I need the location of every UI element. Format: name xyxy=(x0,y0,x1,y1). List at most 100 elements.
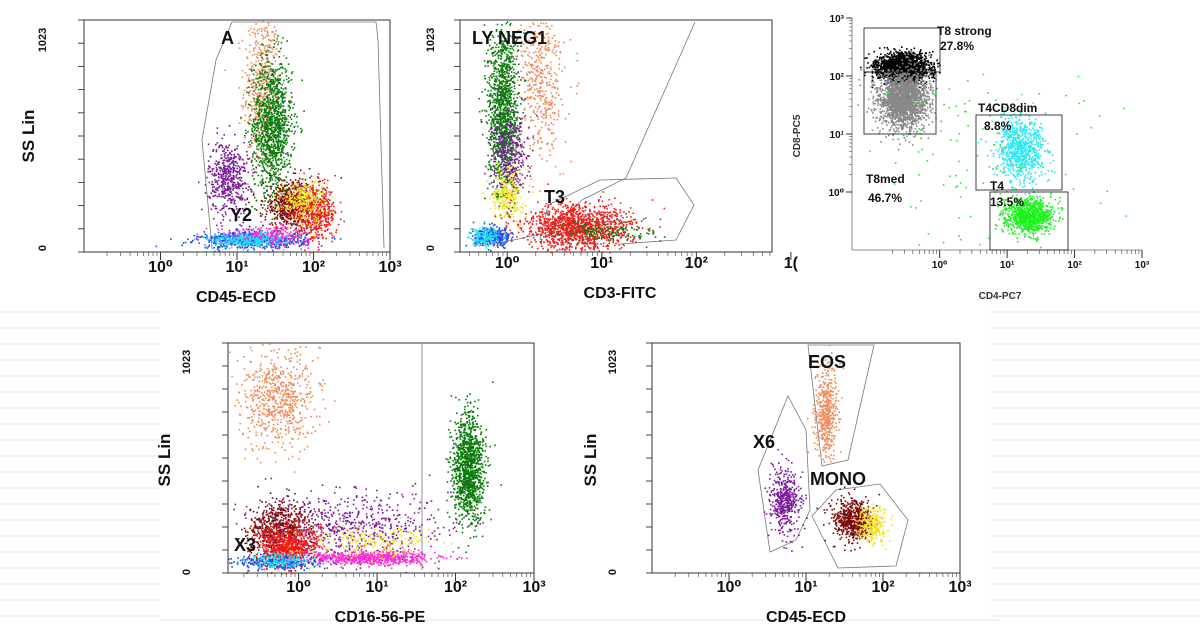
data-point xyxy=(252,240,255,243)
data-point xyxy=(270,74,273,77)
data-point xyxy=(245,246,248,249)
data-point xyxy=(248,231,251,234)
data-point xyxy=(270,113,273,115)
data-point xyxy=(302,232,305,235)
data-point xyxy=(274,179,277,182)
data-point xyxy=(294,179,297,181)
data-point xyxy=(235,170,237,172)
data-point xyxy=(512,45,515,48)
data-point xyxy=(254,158,256,160)
data-point xyxy=(268,140,270,142)
data-point xyxy=(261,102,263,105)
data-point xyxy=(319,180,321,182)
data-point xyxy=(289,205,292,208)
data-point xyxy=(215,234,217,237)
data-point xyxy=(276,245,278,247)
data-point xyxy=(285,131,287,134)
data-point xyxy=(215,164,218,166)
data-point xyxy=(264,69,266,71)
data-point xyxy=(218,176,220,179)
data-point xyxy=(302,206,304,208)
data-point xyxy=(281,72,283,75)
data-point xyxy=(307,238,310,240)
data-point xyxy=(268,241,270,243)
data-point xyxy=(285,78,288,81)
data-point xyxy=(240,238,242,240)
data-point xyxy=(271,150,273,152)
data-point xyxy=(208,170,211,173)
data-point xyxy=(236,248,239,251)
data-point xyxy=(263,28,265,31)
data-point xyxy=(292,233,295,235)
data-point xyxy=(261,179,264,182)
data-point xyxy=(243,135,246,137)
data-point xyxy=(215,166,218,169)
data-point xyxy=(267,50,270,52)
data-point xyxy=(283,130,285,133)
data-point xyxy=(255,113,257,115)
data-point xyxy=(268,251,270,253)
data-point xyxy=(253,28,256,31)
data-point xyxy=(235,187,238,190)
data-point xyxy=(240,117,242,120)
data-point xyxy=(273,26,276,28)
data-point xyxy=(276,98,278,100)
data-point xyxy=(229,177,232,180)
data-point xyxy=(218,195,220,198)
data-point xyxy=(295,219,297,221)
data-point xyxy=(273,108,275,111)
data-point xyxy=(256,57,259,59)
data-point xyxy=(229,188,232,190)
data-point xyxy=(243,142,245,144)
data-point xyxy=(222,178,225,180)
data-point xyxy=(276,186,279,188)
data-point xyxy=(272,150,275,152)
data-point xyxy=(263,143,266,146)
data-point xyxy=(224,211,227,214)
data-point xyxy=(213,247,215,249)
data-point xyxy=(275,171,277,174)
data-point xyxy=(270,202,273,205)
data-point xyxy=(252,31,254,34)
data-point xyxy=(262,102,265,105)
data-point xyxy=(247,248,249,251)
data-point xyxy=(283,114,286,117)
data-point xyxy=(286,232,288,234)
data-point xyxy=(262,35,265,38)
data-point xyxy=(270,174,272,177)
data-point xyxy=(310,217,313,220)
data-point xyxy=(291,195,294,197)
data-point xyxy=(281,114,283,116)
data-point xyxy=(331,240,333,243)
data-point xyxy=(513,71,516,74)
data-point xyxy=(313,205,316,207)
data-point xyxy=(269,198,271,201)
data-point xyxy=(285,158,288,161)
data-point xyxy=(233,202,235,205)
data-point xyxy=(280,236,283,239)
data-point xyxy=(265,163,267,165)
data-point xyxy=(277,170,279,172)
data-point xyxy=(226,205,228,208)
data-point xyxy=(258,115,261,117)
data-point xyxy=(216,142,219,144)
data-point xyxy=(332,214,334,216)
data-point xyxy=(271,249,274,252)
data-point xyxy=(217,247,219,250)
data-point xyxy=(281,144,284,146)
data-point xyxy=(212,242,215,244)
data-point xyxy=(244,102,247,104)
data-point xyxy=(215,143,217,146)
data-point xyxy=(266,164,269,167)
data-point xyxy=(304,207,307,210)
data-point xyxy=(255,101,258,103)
data-point xyxy=(304,196,306,199)
data-point xyxy=(243,235,246,237)
data-point xyxy=(282,218,285,220)
data-point xyxy=(244,137,246,139)
data-point xyxy=(322,197,325,200)
data-point xyxy=(340,210,343,213)
data-point xyxy=(285,69,288,72)
data-point xyxy=(252,228,255,230)
data-point xyxy=(307,198,309,201)
